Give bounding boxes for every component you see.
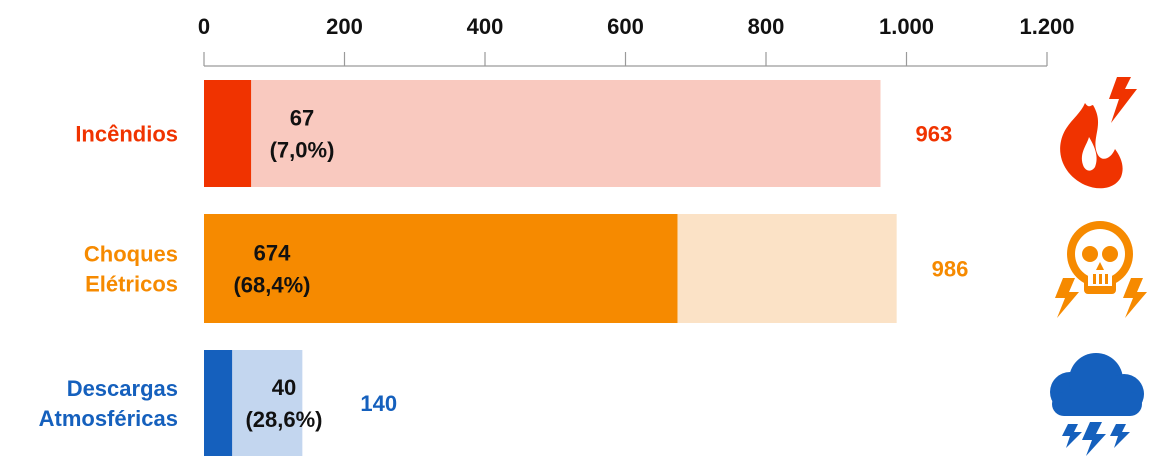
part-bar [204, 350, 233, 456]
part-bar [204, 214, 678, 323]
category-label: Incêndios [75, 122, 178, 147]
skull-lightning-icon [1055, 221, 1147, 318]
part-percent-label: (28,6%) [245, 407, 322, 432]
x-tick-label: 200 [326, 14, 363, 39]
bars [204, 80, 897, 456]
labels: Incêndios 67 (7,0%) 963 Choques Elétricos 674 (… [39, 106, 969, 433]
part-bar [204, 80, 252, 187]
x-tick-label: 400 [467, 14, 504, 39]
part-value-label: 67 [290, 106, 314, 131]
fire-lightning-icon [1060, 77, 1137, 189]
part-percent-label: (68,4%) [233, 273, 310, 298]
total-value-label: 140 [360, 391, 397, 416]
category-label: Elétricos [85, 272, 178, 297]
x-tick-label: 1.200 [1019, 14, 1074, 39]
x-tick-label: 0 [198, 14, 210, 39]
total-value-label: 963 [916, 122, 953, 147]
storm-cloud-icon [1050, 353, 1144, 456]
category-label: Atmosféricas [39, 406, 178, 431]
part-value-label: 674 [254, 241, 291, 266]
part-percent-label: (7,0%) [270, 138, 335, 163]
x-axis: 0 200 400 600 800 1.000 1.200 [198, 14, 1075, 67]
category-label: Descargas [67, 376, 178, 401]
total-value-label: 986 [932, 257, 969, 282]
x-tick-label: 600 [607, 14, 644, 39]
part-value-label: 40 [272, 375, 296, 400]
total-bar [204, 80, 881, 187]
icons [1050, 77, 1147, 456]
category-label: Choques [84, 242, 178, 267]
x-tick-label: 1.000 [879, 14, 934, 39]
x-tick-label: 800 [748, 14, 785, 39]
